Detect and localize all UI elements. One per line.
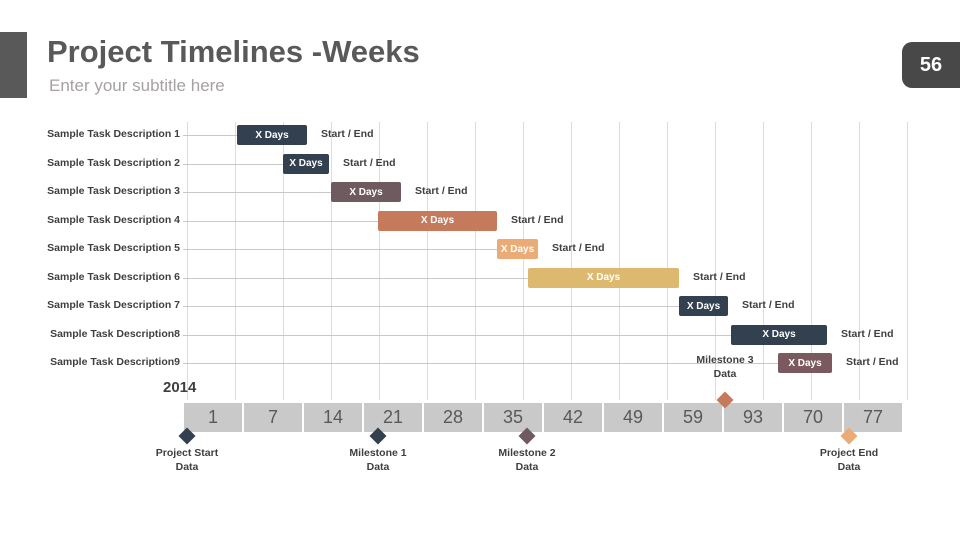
gridline: [859, 122, 860, 400]
task-bar-label: X Days: [349, 186, 383, 198]
milestone-label-line: Data: [515, 460, 539, 473]
gridline: [907, 122, 908, 400]
gridline: [715, 122, 716, 400]
timeline-cell: 35: [484, 403, 542, 432]
milestone-label-line: Data: [837, 460, 861, 473]
task-leader-line: [183, 220, 378, 222]
timeline-cell: 28: [424, 403, 482, 432]
gridline: [235, 122, 236, 400]
task-bar: X Days: [679, 296, 728, 316]
milestone-label: Milestone 3 Data: [665, 354, 785, 381]
task-start-end-label: Start / End: [343, 156, 396, 169]
year-label: 2014: [163, 379, 197, 396]
milestone-label-line: Data: [366, 460, 390, 473]
milestone-label-line: Milestone 1: [349, 447, 407, 459]
task-bar-label: X Days: [500, 243, 535, 255]
timeline-cell: 93: [724, 403, 782, 432]
title-accent-bar: [0, 32, 27, 98]
task-bar-label: X Days: [289, 158, 323, 169]
gridline: [571, 122, 572, 400]
gridline: [331, 122, 332, 400]
milestone-label: Milestone 2 Data: [467, 447, 587, 474]
gridline: [667, 122, 668, 400]
task-leader-line: [183, 363, 778, 364]
task-bar-label: X Days: [686, 300, 721, 312]
task-leader-line: [183, 249, 497, 250]
task-label: Sample Task Description 5: [47, 242, 180, 254]
task-leader-line: [183, 334, 731, 336]
milestone-label-line: Data: [713, 367, 737, 380]
milestone-label-line: Milestone 2: [498, 447, 556, 459]
timeline-cell: 14: [304, 403, 362, 432]
task-leader-line: [183, 306, 679, 307]
task-label: Sample Task Description 6: [47, 270, 180, 283]
task-start-end-label: Start / End: [693, 270, 746, 283]
gridline: [475, 122, 476, 400]
task-leader-line: [183, 135, 237, 136]
task-bar-label: X Days: [788, 357, 822, 369]
timeline-cell: 70: [784, 403, 842, 432]
gridline: [523, 122, 524, 400]
gridline: [619, 122, 620, 400]
gridline: [811, 122, 812, 400]
task-start-end-label: Start / End: [321, 128, 374, 140]
slide-subtitle: Enter your subtitle here: [49, 76, 225, 95]
task-bar-label: X Days: [762, 329, 796, 340]
timeline-cell: 21: [364, 403, 422, 432]
gridline: [379, 122, 380, 400]
task-label: Sample Task Description 2: [47, 156, 180, 169]
task-bar: X Days: [731, 324, 827, 345]
task-bar: X Days: [778, 353, 832, 373]
task-start-end-label: Start / End: [511, 213, 564, 226]
task-label: Sample Task Description 4: [47, 213, 180, 226]
task-start-end-label: Start / End: [552, 242, 605, 254]
milestone-label-line: Project End: [819, 447, 879, 459]
milestone-label-line: Milestone 3: [696, 354, 754, 366]
task-bar-label: X Days: [420, 215, 455, 226]
task-label: Sample Task Description 3: [47, 185, 180, 197]
task-start-end-label: Start / End: [742, 299, 795, 311]
task-start-end-label: Start / End: [841, 327, 894, 340]
milestone-label: Project End Data: [789, 447, 909, 474]
timeline-cell: 42: [544, 403, 602, 432]
slide-title: Project Timelines -Weeks: [47, 34, 420, 69]
task-start-end-label: Start / End: [846, 356, 899, 368]
gridline: [187, 122, 188, 400]
gridline: [427, 122, 428, 400]
task-bar-label: X Days: [255, 129, 289, 141]
timeline-cell: 77: [844, 403, 902, 432]
timeline-cell: 49: [604, 403, 662, 432]
task-label: Sample Task Description8: [50, 327, 180, 340]
task-bar: X Days: [497, 239, 538, 259]
task-start-end-label: Start / End: [415, 185, 468, 197]
task-leader-line: [183, 163, 283, 165]
timeline-cell: 7: [244, 403, 302, 432]
milestone-label-line: Data: [175, 460, 199, 473]
task-bar: X Days: [331, 182, 401, 202]
page-number: 56: [919, 53, 943, 76]
milestone-label: Milestone 1 Data: [318, 447, 438, 474]
task-label: Sample Task Description 1: [47, 128, 180, 140]
milestone-label-line: Project Start: [155, 447, 219, 459]
task-label: Sample Task Description 7: [47, 299, 180, 311]
gridline: [763, 122, 764, 400]
task-bar: X Days: [283, 153, 329, 174]
task-label: Sample Task Description9: [50, 356, 180, 368]
milestone-label: Project Start Data: [127, 447, 247, 474]
page-number-badge: 56: [902, 42, 960, 88]
task-leader-line: [183, 192, 331, 193]
task-leader-line: [183, 277, 528, 279]
task-bar-label: X Days: [586, 272, 621, 283]
task-bar: X Days: [378, 210, 497, 231]
task-bar: X Days: [528, 267, 679, 288]
timeline-cell: 59: [664, 403, 722, 432]
task-bar: X Days: [237, 125, 307, 145]
timeline-cell: 1: [184, 403, 242, 432]
gridline: [283, 122, 284, 400]
